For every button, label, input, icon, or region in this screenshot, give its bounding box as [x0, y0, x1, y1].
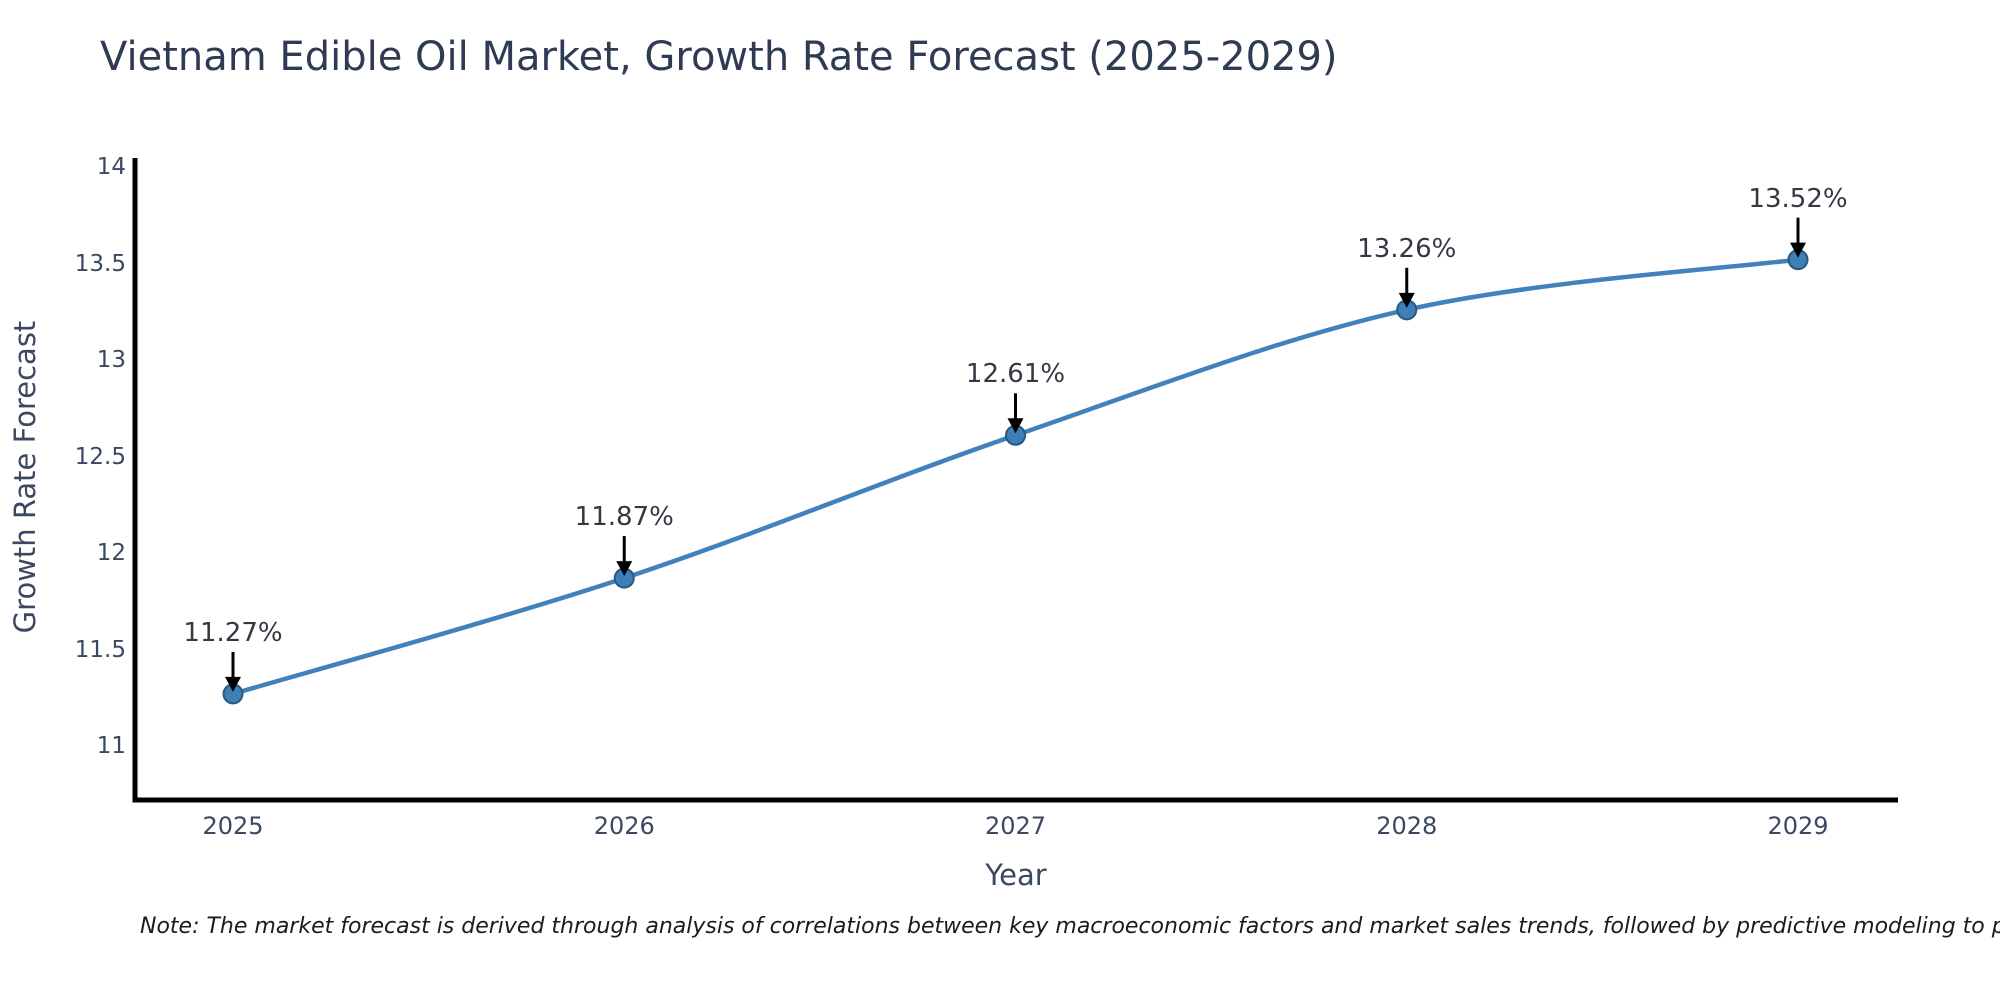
x-tick-label: 2029: [1767, 812, 1829, 840]
x-axis-label: Year: [985, 858, 1047, 892]
x-tick-label: 2025: [202, 812, 264, 840]
y-tick-label: 11.5: [74, 636, 126, 663]
x-tick-label: 2027: [984, 812, 1047, 840]
y-tick-label: 14: [96, 154, 126, 180]
annotation-arrow-head: [1398, 292, 1415, 308]
data-point-label: 11.27%: [183, 617, 283, 648]
annotation-arrow-head: [616, 561, 633, 577]
y-tick-label: 13: [96, 347, 126, 373]
y-axis-label: Growth Rate Forecast: [8, 320, 42, 634]
series-line: [230, 257, 1801, 697]
data-point-label: 12.61%: [965, 359, 1066, 390]
x-tick-label: 2026: [593, 812, 655, 840]
y-tick-label: 11: [96, 733, 126, 759]
data-point-label: 13.52%: [1748, 183, 1848, 214]
annotation-arrow-head: [1007, 418, 1024, 434]
data-point-label: 13.26%: [1357, 233, 1457, 264]
annotation-arrow-head: [225, 676, 241, 692]
data-point-label: 11.87%: [574, 502, 674, 533]
chart-title: Vietnam Edible Oil Market, Growth Rate F…: [100, 34, 1338, 80]
y-tick-label: 13.5: [74, 250, 126, 277]
annotation-arrow-head: [1790, 242, 1806, 258]
x-tick-label: 2028: [1376, 812, 1438, 840]
y-tick-label: 12.5: [74, 443, 126, 470]
footnote: Note: The market forecast is derived thr…: [140, 914, 2000, 939]
y-tick-label: 12: [96, 540, 126, 566]
